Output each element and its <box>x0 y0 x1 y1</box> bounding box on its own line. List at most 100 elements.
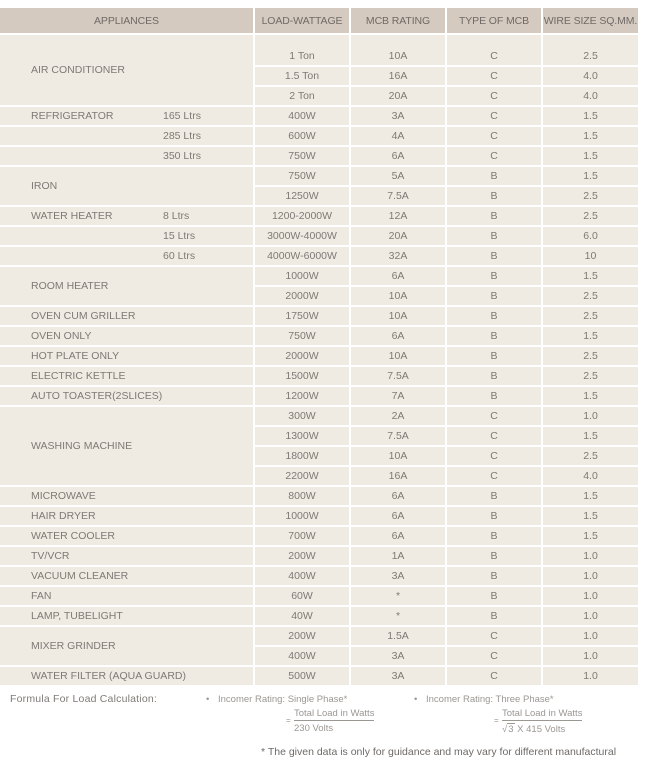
load-wattage-cell: 3000W-4000W <box>254 225 351 246</box>
mcb-type-cell: C <box>446 85 543 106</box>
appliance-cell: ROOM HEATER <box>0 265 255 306</box>
equals-sign: = <box>286 716 291 725</box>
mcb-type-cell: B <box>446 265 543 286</box>
guidance-note: * The given data is only for guidance an… <box>261 746 617 758</box>
mcb-type-cell: B <box>446 305 543 326</box>
wire-size-cell: 1.0 <box>542 545 638 566</box>
wire-size-cell: 2.5 <box>542 205 638 226</box>
appliance-name: OVEN CUM GRILLER <box>31 310 136 322</box>
mcb-type-cell: B <box>446 225 543 246</box>
load-wattage-cell: 400W <box>254 645 351 666</box>
wire-size-cell: 1.5 <box>542 165 638 186</box>
equals-sign: = <box>494 716 499 725</box>
appliance-cell: 285 Ltrs <box>0 125 255 146</box>
table-row: MIXER GRINDER 200W 1.5A C 1.0 <box>0 625 638 666</box>
mcb-rating-cell: 10A <box>350 305 447 326</box>
mcb-rating-cell: 16A <box>350 465 447 486</box>
single-phase-denominator: 230 Volts <box>294 723 334 734</box>
appliance-cell: AUTO TOASTER(2SLICES) <box>0 385 255 406</box>
load-wattage-cell: 700W <box>254 525 351 546</box>
mcb-selection-table: APPLIANCES LOAD-WATTAGE MCB RATING TYPE … <box>0 8 638 685</box>
appliance-cell: HOT PLATE ONLY <box>0 345 255 366</box>
mcb-type-cell: B <box>446 605 543 626</box>
table-row: WATER COOLER 700W 6A B 1.5 <box>0 525 638 546</box>
mcb-type-cell: B <box>446 245 543 266</box>
mcb-rating-cell: 16A <box>350 65 447 86</box>
mcb-rating-cell: 5A <box>350 165 447 186</box>
appliance-name: ELECTRIC KETTLE <box>31 370 126 382</box>
mcb-rating-cell: 2A <box>350 405 447 426</box>
wire-size-cell: 4.0 <box>542 465 638 486</box>
appliance-cell: OVEN ONLY <box>0 325 255 346</box>
wire-size-cell: 2.5 <box>542 33 638 66</box>
table-row: 60 Ltrs 4000W-6000W 32A B 10 <box>0 245 638 266</box>
mcb-type-cell: C <box>446 105 543 126</box>
sqrt-icon: √ <box>502 724 508 735</box>
appliance-cell: MICROWAVE <box>0 485 255 506</box>
appliance-cell: OVEN CUM GRILLER <box>0 305 255 326</box>
appliance-name: WATER HEATER <box>31 210 113 222</box>
wire-size-cell: 6.0 <box>542 225 638 246</box>
wire-size-cell: 1.0 <box>542 405 638 426</box>
appliance-name: LAMP, TUBELIGHT <box>31 610 123 622</box>
load-wattage-cell: 1000W <box>254 505 351 526</box>
mcb-type-cell: B <box>446 565 543 586</box>
wire-size-cell: 10 <box>542 245 638 266</box>
mcb-type-cell: B <box>446 365 543 386</box>
mcb-type-cell: B <box>446 325 543 346</box>
table-header-row: APPLIANCES LOAD-WATTAGE MCB RATING TYPE … <box>0 8 638 34</box>
appliance-name: HAIR DRYER <box>31 510 96 522</box>
appliance-name: AUTO TOASTER(2SLICES) <box>31 390 163 402</box>
load-wattage-cell: 1200-2000W <box>254 205 351 226</box>
table-row: FAN 60W * B 1.0 <box>0 585 638 606</box>
table-row: AIR CONDITIONER 1 Ton 10A C 2.5 <box>0 33 638 106</box>
appliance-cell: 15 Ltrs <box>0 225 255 246</box>
three-phase-numerator: Total Load in Watts <box>502 708 583 721</box>
table-row: WATER HEATER 8 Ltrs 1200-2000W 12A B 2.5 <box>0 205 638 226</box>
single-phase-fraction: = Total Load in Watts 230 Volts <box>286 708 375 734</box>
mcb-type-cell: B <box>446 165 543 186</box>
table-row: 1800W 10A C 2.5 <box>0 445 638 466</box>
mcb-type-cell: C <box>446 445 543 466</box>
mcb-rating-cell: 10A <box>350 345 447 366</box>
wire-size-cell: 1.5 <box>542 105 638 126</box>
load-wattage-cell: 200W <box>254 545 351 566</box>
wire-size-cell: 1.0 <box>542 665 638 685</box>
mcb-type-cell: C <box>446 125 543 146</box>
wire-size-cell: 1.5 <box>542 125 638 146</box>
mcb-type-cell: C <box>446 33 543 66</box>
mcb-rating-cell: 7.5A <box>350 185 447 206</box>
table-row: 285 Ltrs 600W 4A C 1.5 <box>0 125 638 146</box>
formula-label: Formula For Load Calculation: <box>10 693 158 705</box>
table-row: TV/VCR 200W 1A B 1.0 <box>0 545 638 566</box>
mcb-type-cell: B <box>446 525 543 546</box>
load-wattage-cell: 60W <box>254 585 351 606</box>
load-wattage-cell: 500W <box>254 665 351 685</box>
load-wattage-cell: 1.5 Ton <box>254 65 351 86</box>
table-row: 350 Ltrs 750W 6A C 1.5 <box>0 145 638 166</box>
appliance-cell: REFRIGERATOR 165 Ltrs <box>0 105 255 126</box>
formula-three-phase: • Incomer Rating: Three Phase* = Total Lo… <box>414 694 583 735</box>
mcb-type-cell: C <box>446 405 543 426</box>
load-wattage-cell: 750W <box>254 145 351 166</box>
appliance-cell: IRON <box>0 165 255 206</box>
table-row: 1.5 Ton 16A C 4.0 <box>0 65 638 86</box>
appliance-cell: LAMP, TUBELIGHT <box>0 605 255 626</box>
appliance-name: IRON <box>31 180 58 192</box>
mcb-rating-cell: 6A <box>350 325 447 346</box>
mcb-rating-cell: 10A <box>350 33 447 66</box>
mcb-rating-cell: * <box>350 585 447 606</box>
mcb-rating-cell: 4A <box>350 125 447 146</box>
appliance-name: FAN <box>31 590 52 602</box>
formula-single-phase: • Incomer Rating: Single Phase* = Total L… <box>206 694 375 734</box>
mcb-type-cell: B <box>446 505 543 526</box>
appliance-cell: MIXER GRINDER <box>0 625 255 666</box>
appliance-name: VACUUM CLEANER <box>31 570 129 582</box>
appliance-cell: 60 Ltrs <box>0 245 255 266</box>
table-row: 400W 3A C 1.0 <box>0 645 638 666</box>
three-phase-fraction: = Total Load in Watts √3 X 415 Volts <box>494 708 583 735</box>
mcb-type-cell: C <box>446 465 543 486</box>
appliance-cell: WATER COOLER <box>0 525 255 546</box>
table-row: 1250W 7.5A B 2.5 <box>0 185 638 206</box>
appliance-cell: HAIR DRYER <box>0 505 255 526</box>
